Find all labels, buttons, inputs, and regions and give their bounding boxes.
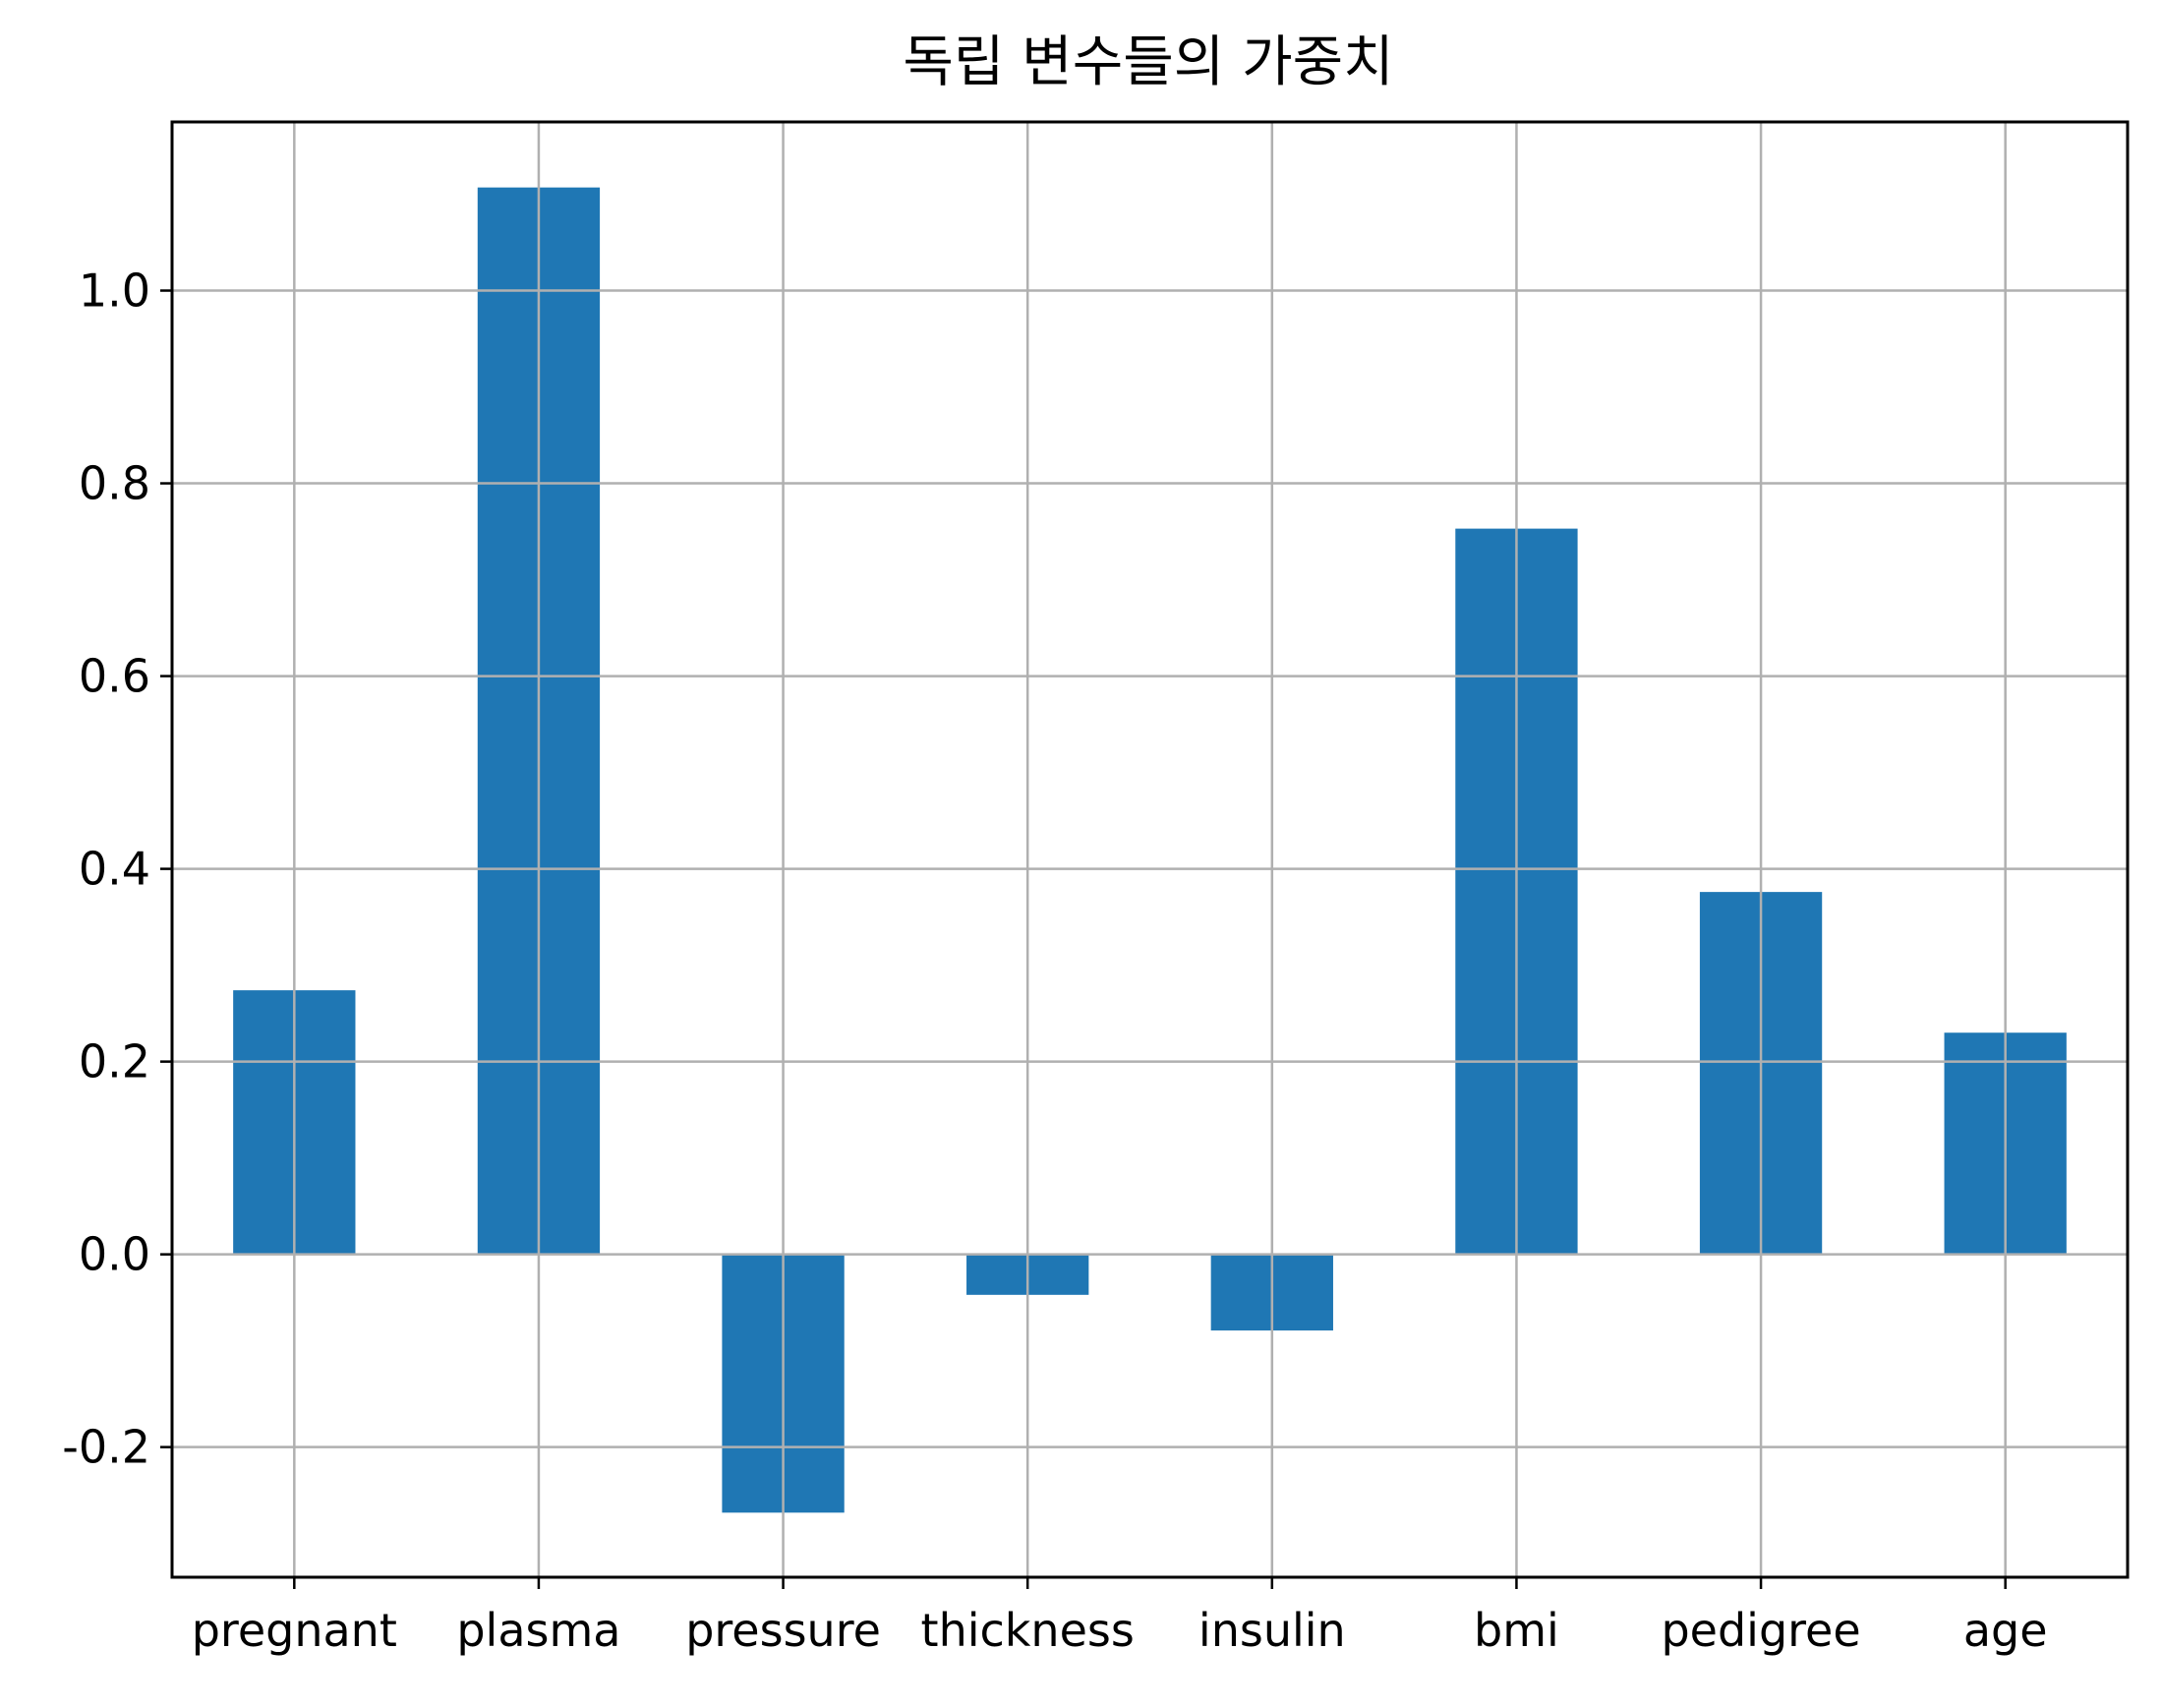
plot-frame (170, 120, 2130, 1579)
chart-title: 독립 변수들의 가중치 (903, 30, 1393, 94)
x-axis-ticks: pregnant plasma pressure thickness insulin bm… (192, 1577, 2048, 1657)
x-tick-label-pregnant: pregnant (192, 1604, 397, 1657)
x-tick-label-age: age (1963, 1604, 2048, 1657)
y-tick-label: 0.6 (79, 650, 150, 703)
x-tick-label-pedigree: pedigree (1661, 1604, 1860, 1657)
x-tick-label-insulin: insulin (1198, 1604, 1346, 1657)
x-tick-label-plasma: plasma (456, 1604, 620, 1657)
y-tick-label: 1.0 (79, 265, 150, 318)
y-axis-ticks: -0.2 0.0 0.2 0.4 0.6 0.8 1.0 (62, 265, 172, 1474)
x-tick-label-bmi: bmi (1474, 1604, 1559, 1657)
x-tick-label-thickness: thickness (921, 1604, 1135, 1657)
y-tick-label: 0.2 (79, 1035, 150, 1089)
y-tick-label: 0.0 (79, 1228, 150, 1281)
plot-area (172, 122, 2128, 1577)
y-tick-label: -0.2 (62, 1421, 150, 1474)
y-tick-label: 0.8 (79, 457, 150, 510)
y-tick-label: 0.4 (79, 843, 150, 896)
grid-lines (172, 122, 2128, 1577)
x-tick-label-pressure: pressure (685, 1604, 881, 1657)
